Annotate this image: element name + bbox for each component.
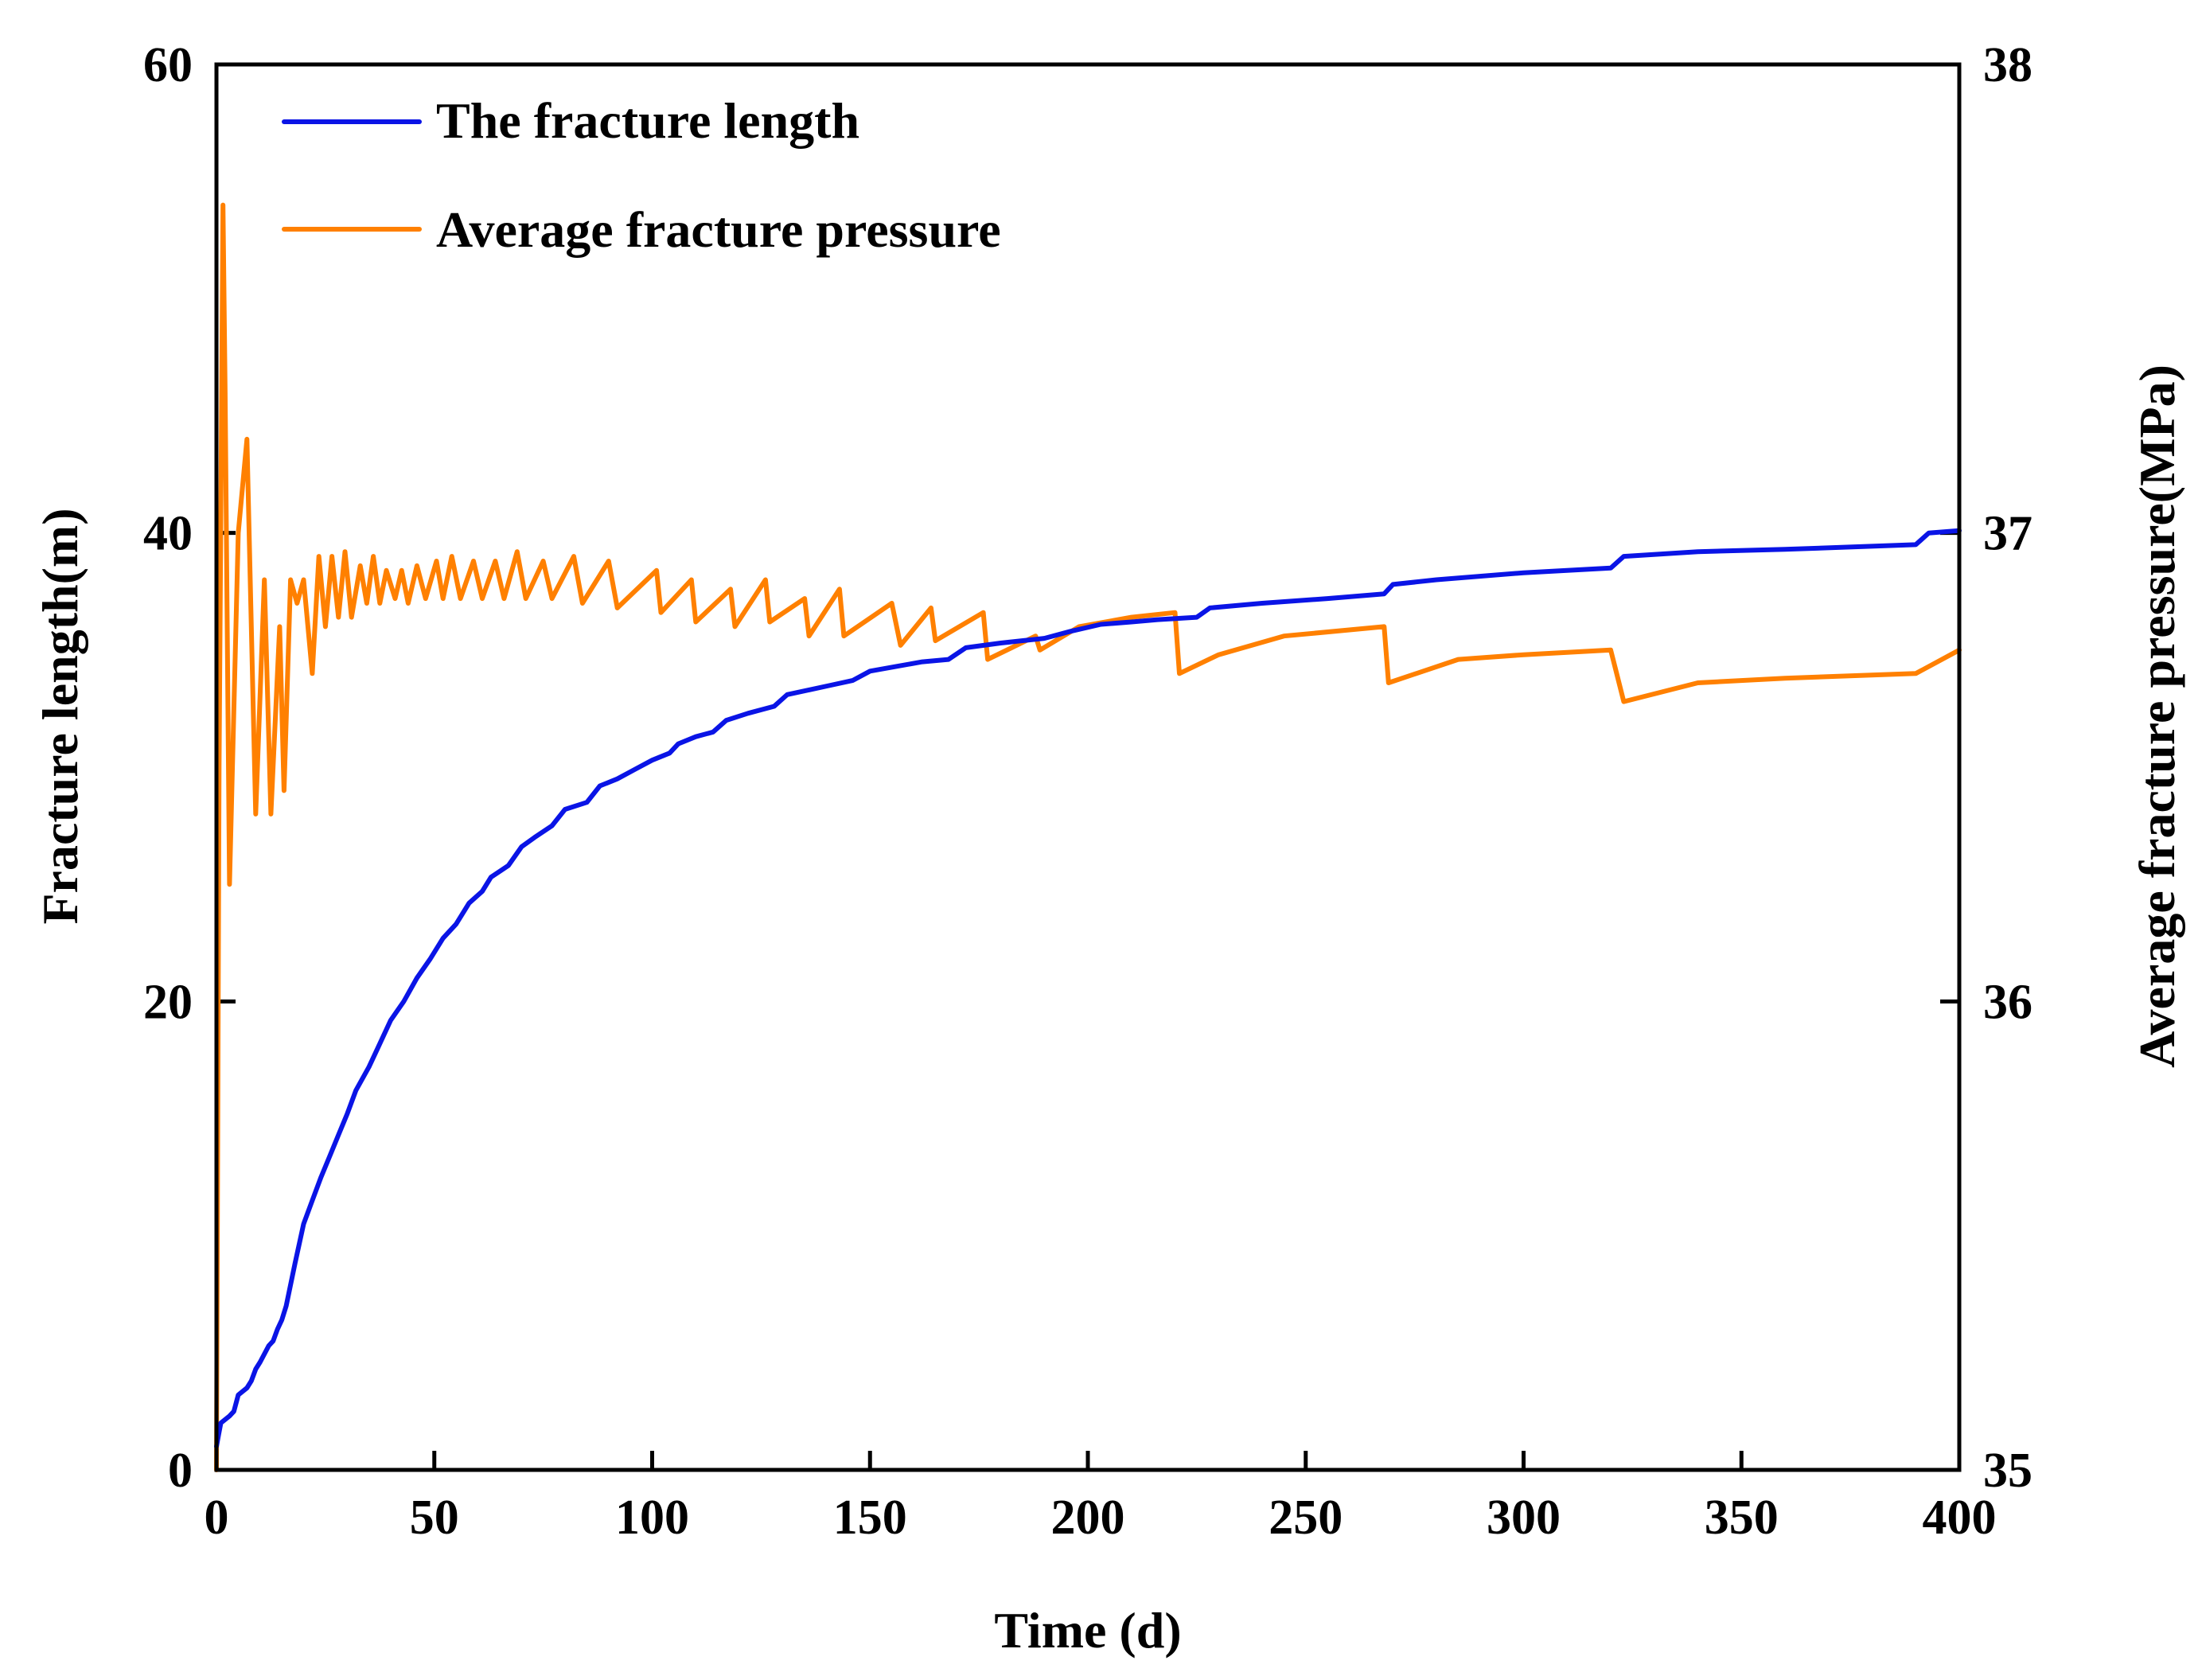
x-tick-label-250: 250	[1269, 1491, 1343, 1545]
legend-label-fracture-length: The fracture length	[436, 92, 859, 149]
left-y-tick-label-20: 20	[143, 975, 193, 1029]
legend: The fracture length Average fracture pre…	[282, 92, 1001, 258]
series-line-average-fracture-pressure	[214, 202, 1962, 1472]
x-tick-label-100: 100	[615, 1491, 689, 1545]
ticks-layer: 0 50 100 150 200 250 300 350 400 0 20 40 60 35 36 37 38	[143, 38, 2032, 1545]
left-y-tick-label-40: 40	[143, 507, 193, 561]
x-tick-label-400: 400	[1923, 1491, 1997, 1545]
right-y-tick-label-38: 38	[1983, 38, 2032, 92]
right-y-tick-label-37: 37	[1983, 507, 2032, 561]
x-axis-title: Time (d)	[994, 1602, 1181, 1659]
x-tick-label-50: 50	[410, 1491, 459, 1545]
plot-frame	[214, 62, 1962, 1472]
series-line-the-fracture-length	[214, 528, 1962, 1449]
left-y-axis-title: Fracture length(m)	[32, 508, 88, 924]
series-layer	[214, 202, 1962, 1472]
x-tick-label-0: 0	[205, 1491, 229, 1545]
legend-label-average-pressure: Average fracture pressure	[436, 201, 1001, 258]
left-y-tick-label-0: 0	[168, 1444, 193, 1498]
x-tick-label-300: 300	[1487, 1491, 1561, 1545]
left-y-tick-label-60: 60	[143, 38, 193, 92]
right-y-tick-label-36: 36	[1983, 975, 2032, 1029]
right-y-axis-title: Average fracture pressure(MPa)	[2129, 364, 2185, 1068]
x-tick-label-350: 350	[1705, 1491, 1779, 1545]
right-y-tick-label-35: 35	[1983, 1444, 2032, 1498]
x-tick-label-150: 150	[833, 1491, 907, 1545]
x-tick-label-200: 200	[1051, 1491, 1125, 1545]
